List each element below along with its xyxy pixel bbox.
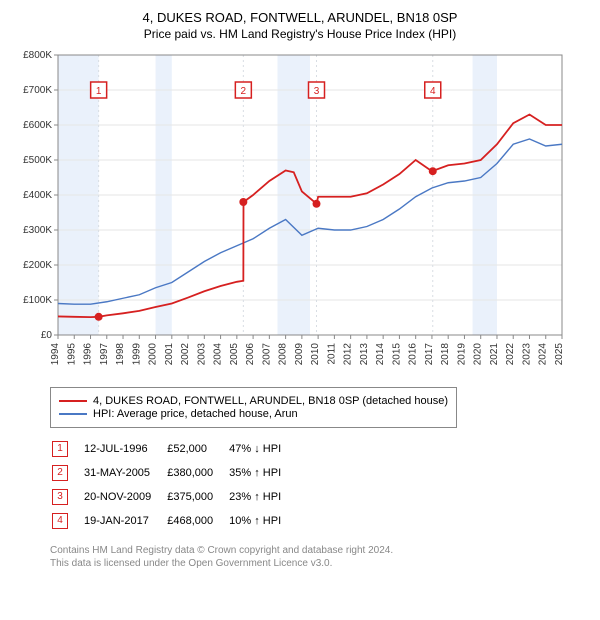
sale-date: 19-JAN-2017 (84, 510, 165, 532)
svg-text:2005: 2005 (229, 343, 240, 366)
svg-text:£0: £0 (41, 330, 53, 341)
sale-price: £468,000 (167, 510, 227, 532)
sale-dot (429, 167, 437, 175)
svg-text:2017: 2017 (424, 343, 435, 366)
sale-price: £52,000 (167, 438, 227, 460)
svg-text:1995: 1995 (66, 343, 77, 366)
sale-delta: 23% ↑ HPI (229, 486, 295, 508)
sale-date: 20-NOV-2009 (84, 486, 165, 508)
svg-text:1994: 1994 (50, 343, 61, 366)
svg-text:2025: 2025 (554, 343, 565, 366)
price-chart: £0 £100K £200K £300K £400K £500K £600K £700K £80… (10, 49, 570, 379)
svg-text:2010: 2010 (310, 343, 321, 366)
svg-text:2018: 2018 (440, 343, 451, 366)
svg-text:2022: 2022 (505, 343, 516, 366)
svg-text:2008: 2008 (278, 343, 289, 366)
legend-item: 4, DUKES ROAD, FONTWELL, ARUNDEL, BN18 0… (59, 395, 448, 407)
sale-dot (313, 200, 321, 208)
svg-text:2021: 2021 (489, 343, 500, 366)
svg-text:1997: 1997 (99, 343, 110, 366)
svg-text:2: 2 (241, 86, 247, 97)
svg-text:£700K: £700K (23, 85, 52, 96)
svg-text:2009: 2009 (294, 343, 305, 366)
chart-container: £0 £100K £200K £300K £400K £500K £600K £700K £80… (10, 49, 590, 379)
svg-text:£800K: £800K (23, 50, 52, 61)
svg-text:2020: 2020 (473, 343, 484, 366)
sale-date: 31-MAY-2005 (84, 462, 165, 484)
svg-text:2007: 2007 (261, 343, 272, 366)
sale-index-box: 3 (52, 489, 68, 505)
sale-index-box: 4 (52, 513, 68, 529)
sale-delta: 10% ↑ HPI (229, 510, 295, 532)
sales-table: 1 12-JUL-1996£52,00047% ↓ HPI 2 31-MAY-2005… (50, 436, 297, 534)
svg-text:1996: 1996 (83, 343, 94, 366)
legend-swatch (59, 400, 87, 402)
svg-text:2000: 2000 (148, 343, 159, 366)
table-row: 2 31-MAY-2005£380,00035% ↑ HPI (52, 462, 295, 484)
svg-text:£400K: £400K (23, 190, 52, 201)
svg-text:£300K: £300K (23, 225, 52, 236)
footer: Contains HM Land Registry data © Crown c… (50, 544, 590, 570)
svg-text:2014: 2014 (375, 343, 386, 366)
sale-delta: 47% ↓ HPI (229, 438, 295, 460)
chart-title: 4, DUKES ROAD, FONTWELL, ARUNDEL, BN18 0… (10, 10, 590, 25)
footer-line1: Contains HM Land Registry data © Crown c… (50, 544, 590, 557)
table-row: 4 19-JAN-2017£468,00010% ↑ HPI (52, 510, 295, 532)
sale-index-box: 1 (52, 441, 68, 457)
svg-text:1999: 1999 (131, 343, 142, 366)
legend-item: HPI: Average price, detached house, Arun (59, 408, 448, 420)
sale-index-box: 2 (52, 465, 68, 481)
chart-subtitle: Price paid vs. HM Land Registry's House … (10, 27, 590, 41)
sale-price: £375,000 (167, 486, 227, 508)
footer-line2: This data is licensed under the Open Gov… (50, 557, 590, 570)
svg-text:2004: 2004 (213, 343, 224, 366)
legend: 4, DUKES ROAD, FONTWELL, ARUNDEL, BN18 0… (50, 387, 457, 428)
svg-text:4: 4 (430, 86, 436, 97)
svg-text:£600K: £600K (23, 120, 52, 131)
svg-text:2011: 2011 (326, 343, 337, 365)
sale-delta: 35% ↑ HPI (229, 462, 295, 484)
legend-label: HPI: Average price, detached house, Arun (93, 408, 298, 420)
svg-text:£100K: £100K (23, 295, 52, 306)
svg-text:2024: 2024 (538, 343, 549, 366)
legend-swatch (59, 413, 87, 415)
svg-text:1998: 1998 (115, 343, 126, 366)
table-row: 1 12-JUL-1996£52,00047% ↓ HPI (52, 438, 295, 460)
svg-text:2019: 2019 (456, 343, 467, 366)
sale-date: 12-JUL-1996 (84, 438, 165, 460)
table-row: 3 20-NOV-2009£375,00023% ↑ HPI (52, 486, 295, 508)
svg-text:£200K: £200K (23, 260, 52, 271)
legend-label: 4, DUKES ROAD, FONTWELL, ARUNDEL, BN18 0… (93, 395, 448, 407)
svg-text:2003: 2003 (196, 343, 207, 366)
svg-text:2006: 2006 (245, 343, 256, 366)
svg-text:£500K: £500K (23, 155, 52, 166)
svg-text:2002: 2002 (180, 343, 191, 366)
sale-price: £380,000 (167, 462, 227, 484)
sale-dot (239, 198, 247, 206)
svg-text:2015: 2015 (391, 343, 402, 366)
svg-text:2001: 2001 (164, 343, 175, 366)
svg-text:1: 1 (96, 86, 102, 97)
svg-text:2023: 2023 (521, 343, 532, 366)
sale-dot (95, 313, 103, 321)
svg-text:3: 3 (314, 86, 320, 97)
svg-text:2016: 2016 (408, 343, 419, 366)
svg-text:2012: 2012 (343, 343, 354, 366)
svg-text:2013: 2013 (359, 343, 370, 366)
